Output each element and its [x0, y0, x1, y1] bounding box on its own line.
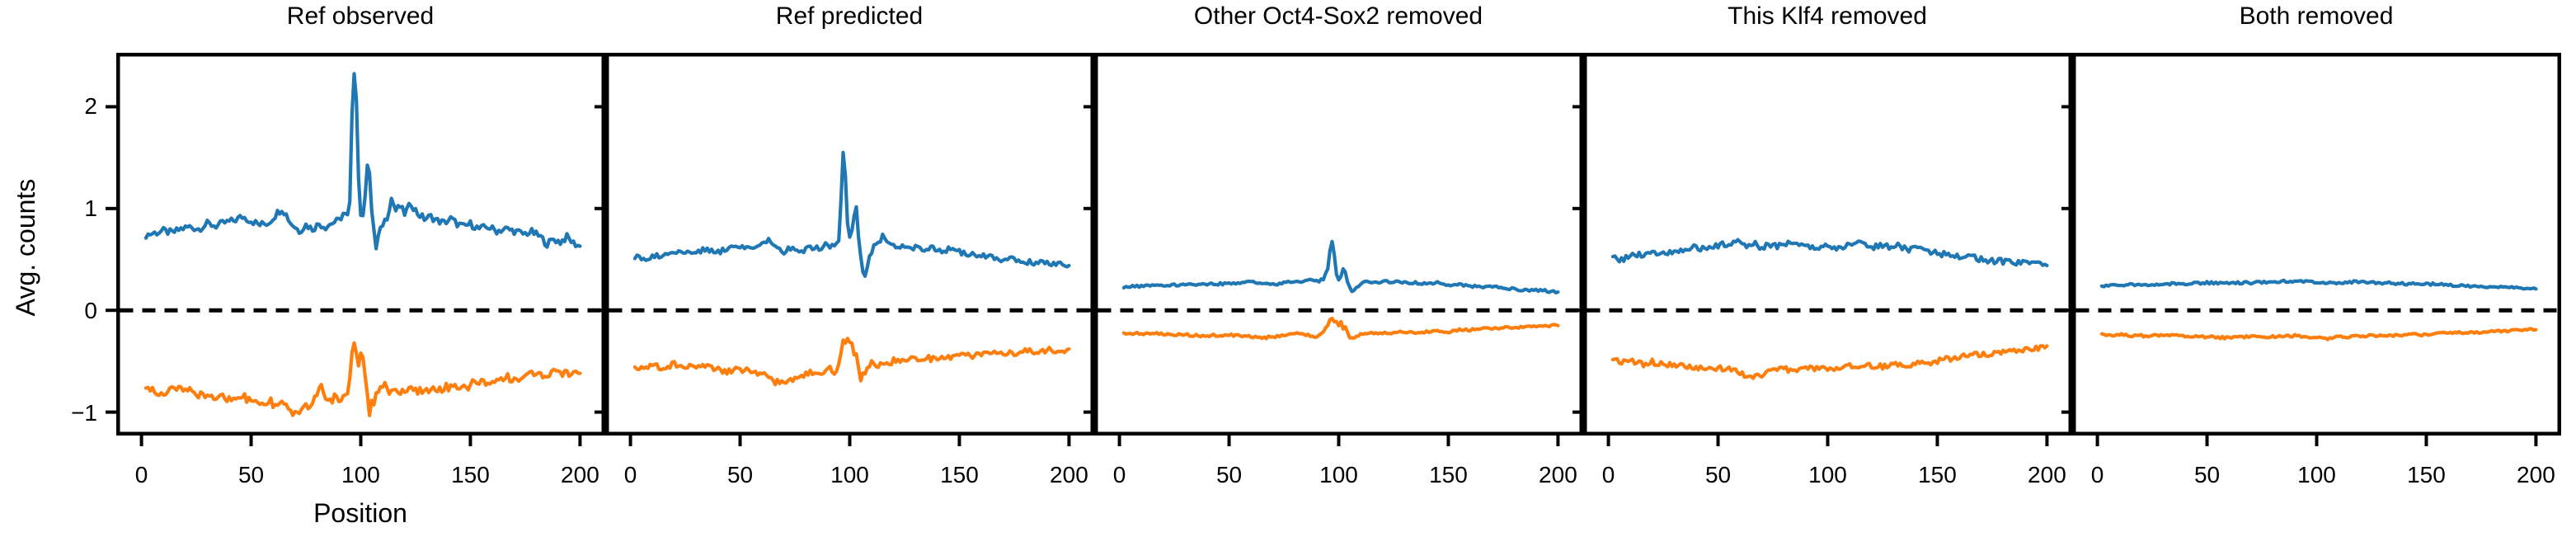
x-tick-label: 100 [1808, 462, 1847, 487]
y-tick-label: −1 [71, 400, 97, 426]
x-tick-label: 50 [237, 462, 265, 487]
x-tick-label: 100 [830, 462, 869, 487]
x-axis-label: Position [313, 498, 407, 528]
x-tick-label: 50 [726, 462, 754, 487]
x-tick-label: 150 [1429, 462, 1468, 487]
panel-title: Ref observed [286, 2, 435, 30]
x-tick-label: 50 [1704, 462, 1732, 487]
x-tick-label: 0 [1112, 462, 1126, 487]
panel-title: Both removed [2239, 2, 2394, 30]
x-tick-label: 0 [2090, 462, 2104, 487]
x-tick-label: 100 [2297, 462, 2336, 487]
x-tick-label: 200 [1050, 462, 1088, 487]
y-tick-label: 2 [84, 93, 97, 119]
x-tick-label: 200 [2517, 462, 2555, 487]
x-tick-label: 0 [134, 462, 148, 487]
x-tick-label: 200 [2028, 462, 2066, 487]
x-tick-label: 50 [2193, 462, 2221, 487]
y-tick-label: 1 [84, 195, 97, 221]
x-tick-label: 200 [561, 462, 599, 487]
x-tick-label: 150 [2407, 462, 2446, 487]
panel-title: Ref predicted [775, 2, 924, 30]
panel-title: Other Oct4-Sox2 removed [1193, 2, 1483, 30]
y-tick-label: 0 [84, 298, 97, 323]
x-tick-label: 100 [341, 462, 380, 487]
panel-title: This Klf4 removed [1728, 2, 1927, 30]
x-tick-label: 150 [451, 462, 490, 487]
x-tick-label: 200 [1539, 462, 1577, 487]
x-tick-label: 50 [1215, 462, 1243, 487]
x-tick-label: 150 [940, 462, 979, 487]
x-tick-label: 0 [623, 462, 637, 487]
x-tick-label: 100 [1319, 462, 1358, 487]
x-tick-label: 150 [1918, 462, 1957, 487]
x-tick-label: 0 [1601, 462, 1615, 487]
